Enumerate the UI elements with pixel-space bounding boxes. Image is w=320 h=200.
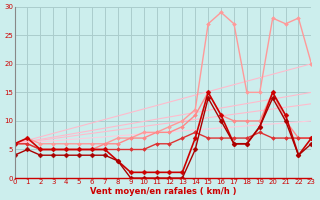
X-axis label: Vent moyen/en rafales ( km/h ): Vent moyen/en rafales ( km/h ) — [90, 187, 236, 196]
